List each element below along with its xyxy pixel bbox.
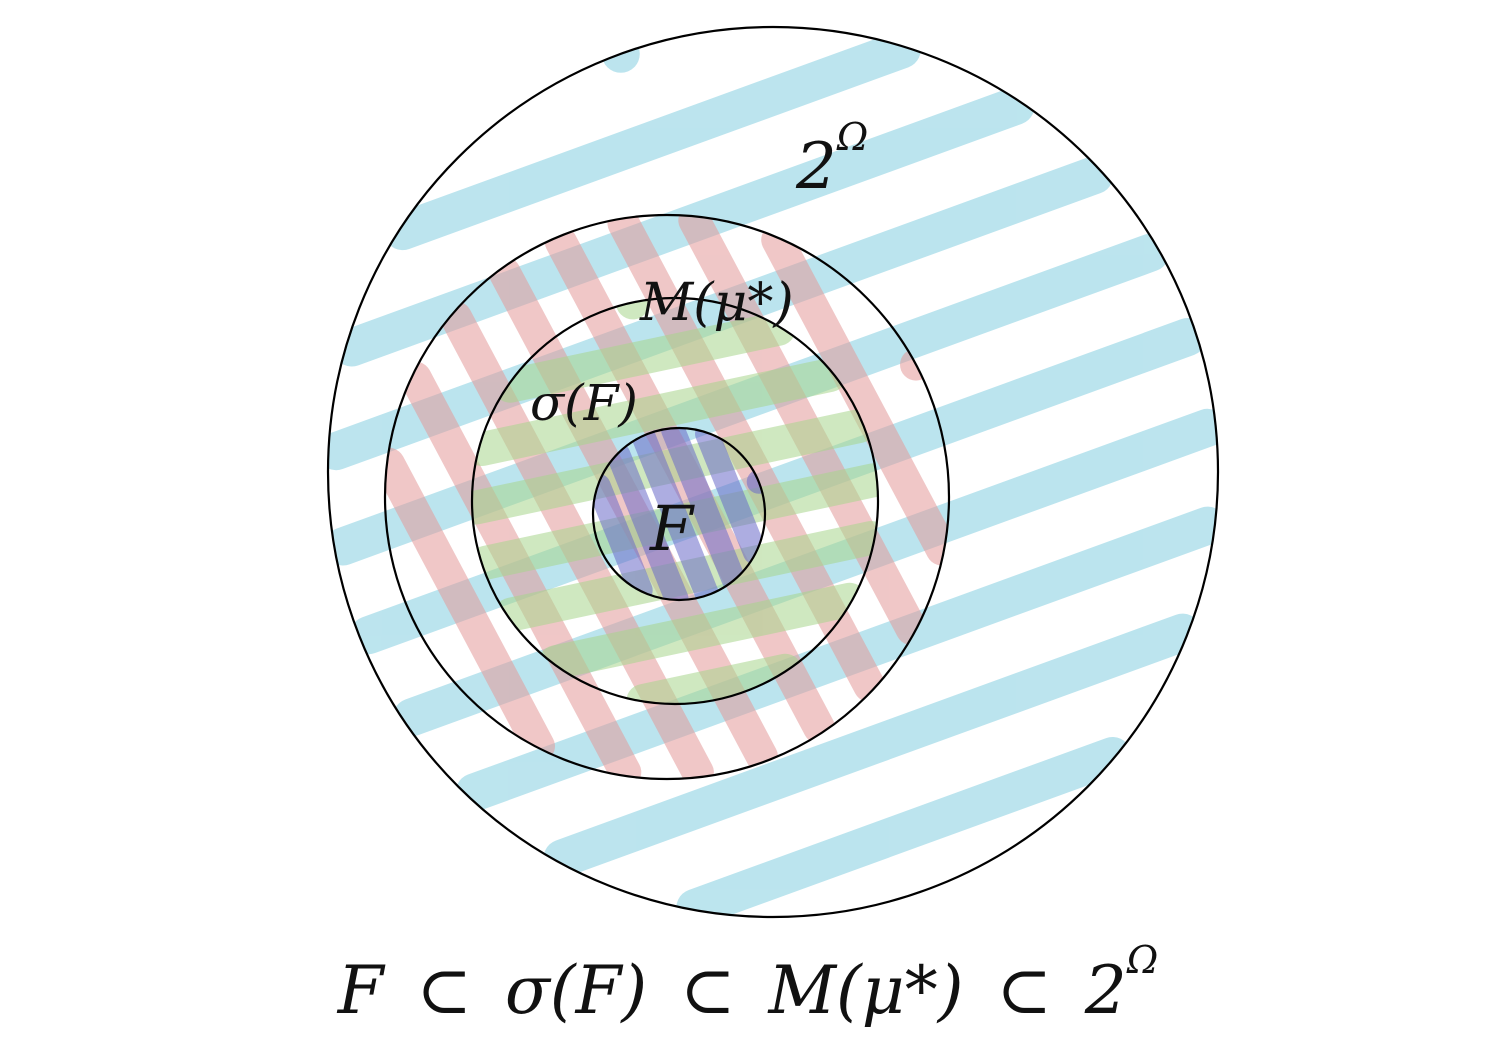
sigma-algebra-hatch-stroke <box>493 311 796 403</box>
measurable-circle <box>383 213 951 781</box>
formula-subset-2: ⊂ <box>680 952 735 1029</box>
formula-power-base: 2 <box>1084 952 1127 1029</box>
field-label: F <box>649 492 695 565</box>
sigma-algebra-hatch-stroke <box>626 653 803 704</box>
power-set-hatch-stroke <box>543 613 1202 878</box>
measurable-label: M(μ*) <box>639 273 794 333</box>
power-set-label-sup: Ω <box>836 115 869 159</box>
power-set-hatch-stroke <box>328 156 1114 471</box>
field-circle <box>591 426 767 602</box>
power-set-hatch-stroke <box>676 737 1132 917</box>
sigma-algebra-label: σ(F) <box>530 374 638 432</box>
power-set-label-base: 2 <box>795 130 837 204</box>
field-hatch-stroke <box>695 428 765 565</box>
field-hatch-stroke <box>606 443 689 600</box>
measurable-hatch-stroke <box>385 447 555 763</box>
power-set-hatch-stroke <box>383 30 921 251</box>
formula-subset-3: ⊂ <box>996 952 1051 1029</box>
sigma-algebra-circle <box>470 296 880 706</box>
power-set-circle <box>326 25 1220 919</box>
formula-sigma: σ(F) <box>505 952 647 1029</box>
power-set-hatching <box>328 30 1218 917</box>
formula-field: F <box>337 952 386 1029</box>
field-hatch-stroke <box>593 473 653 600</box>
power-set-label: 2Ω <box>795 115 868 204</box>
measurable-hatch-stroke <box>761 223 949 566</box>
inclusion-formula: F ⊂ σ(F) ⊂ M(μ*) ⊂ 2Ω <box>337 938 1159 1029</box>
measurable-hatch-stroke <box>399 361 642 779</box>
formula-power-sup: Ω <box>1126 938 1159 982</box>
field-hatch-stroke <box>661 428 746 591</box>
sigma-algebra-hatch-stroke <box>538 582 867 680</box>
field-hatching <box>593 428 765 600</box>
field-hatch-stroke <box>631 428 719 600</box>
sigma-algebra-hatch-stroke <box>472 358 847 466</box>
formula-measurable: M(μ*) <box>767 952 963 1029</box>
formula-subset-1: ⊂ <box>417 952 472 1029</box>
